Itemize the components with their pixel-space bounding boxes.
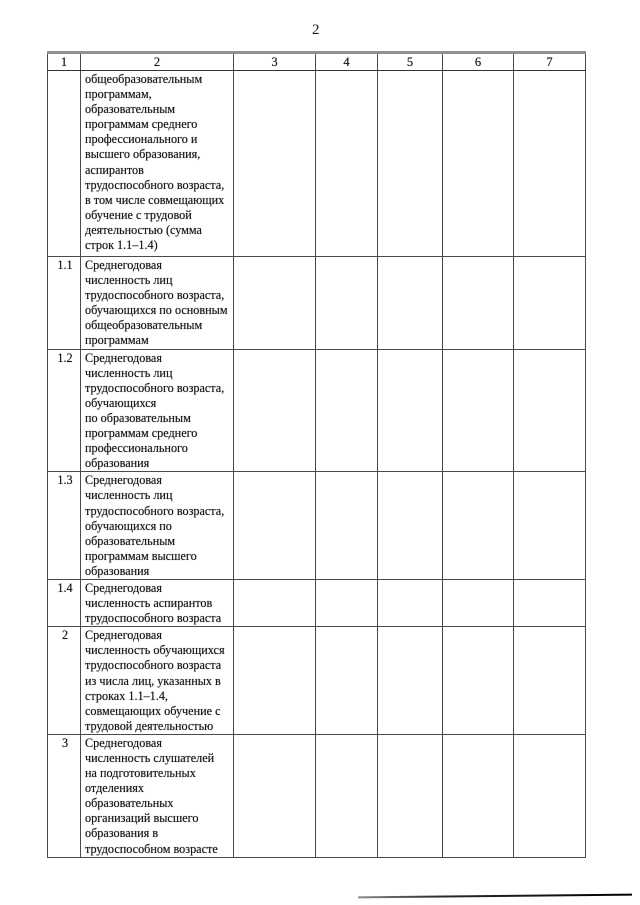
column-header-4: 4 — [315, 52, 378, 71]
table-row: 1.4 Среднегодовая численность аспирантов… — [47, 578, 586, 628]
empty-cell — [233, 348, 316, 473]
page-number: 2 — [312, 22, 320, 38]
empty-cell — [377, 578, 443, 628]
empty-cell — [513, 348, 586, 473]
row-number-cell: 1.4 — [47, 578, 81, 628]
empty-cell — [513, 733, 586, 858]
empty-cell — [442, 733, 514, 858]
table-row: 2 Среднегодовая численность обучающихся … — [47, 626, 586, 735]
empty-cell — [315, 256, 378, 350]
empty-cell — [513, 578, 586, 628]
empty-cell — [315, 471, 378, 580]
empty-cell — [233, 578, 316, 628]
table-row: 1.3 Среднегодовая численность лиц трудос… — [47, 471, 586, 580]
empty-cell — [315, 70, 378, 257]
empty-cell — [377, 256, 443, 350]
empty-cell — [315, 348, 378, 473]
row-description-cell: Среднегодовая численность аспирантов тру… — [80, 578, 234, 628]
column-header-5: 5 — [377, 52, 443, 71]
row-number-cell: 3 — [47, 733, 81, 858]
column-header-7: 7 — [513, 52, 586, 71]
row-description-cell: Среднегодовая численность лиц трудоспосо… — [80, 256, 234, 350]
empty-cell — [377, 70, 443, 257]
column-header-6: 6 — [442, 52, 514, 71]
empty-cell — [513, 70, 586, 257]
table-row: общеобразовательным программам, образова… — [47, 70, 586, 257]
row-number-cell: 1.1 — [47, 256, 81, 350]
empty-cell — [513, 626, 586, 735]
empty-cell — [513, 256, 586, 350]
empty-cell — [377, 471, 443, 580]
column-header-3: 3 — [233, 52, 316, 71]
row-description-cell: Среднегодовая численность слушателей на … — [80, 733, 234, 858]
empty-cell — [377, 348, 443, 473]
empty-cell — [442, 256, 514, 350]
table-row: 1.2 Среднегодовая численность лиц трудос… — [47, 348, 586, 473]
data-table: 1 2 3 4 5 6 7 общеобразовательным програ… — [47, 51, 586, 858]
empty-cell — [442, 471, 514, 580]
row-number-cell — [47, 70, 81, 257]
row-number-cell: 2 — [47, 626, 81, 735]
empty-cell — [442, 70, 514, 257]
table-row: 3 Среднегодовая численность слушателей н… — [47, 733, 586, 858]
column-number-row: 1 2 3 4 5 6 7 — [47, 52, 586, 71]
row-description-cell: Среднегодовая численность лиц трудоспосо… — [80, 348, 234, 473]
empty-cell — [233, 626, 316, 735]
table-row: 1.1 Среднегодовая численность лиц трудос… — [47, 256, 586, 350]
empty-cell — [377, 626, 443, 735]
row-description-cell: Среднегодовая численность обучающихся тр… — [80, 626, 234, 735]
empty-cell — [377, 733, 443, 858]
empty-cell — [442, 578, 514, 628]
column-header-2: 2 — [80, 52, 234, 71]
empty-cell — [315, 733, 378, 858]
empty-cell — [315, 578, 378, 628]
empty-cell — [442, 348, 514, 473]
row-number-cell: 1.3 — [47, 471, 81, 580]
empty-cell — [513, 471, 586, 580]
empty-cell — [233, 733, 316, 858]
row-description-cell: общеобразовательным программам, образова… — [80, 70, 234, 257]
empty-cell — [233, 471, 316, 580]
empty-cell — [233, 256, 316, 350]
empty-cell — [233, 70, 316, 257]
column-header-1: 1 — [47, 52, 81, 71]
footer-rule-line — [357, 893, 633, 899]
empty-cell — [442, 626, 514, 735]
empty-cell — [315, 626, 378, 735]
row-number-cell: 1.2 — [47, 348, 81, 473]
row-description-cell: Среднегодовая численность лиц трудоспосо… — [80, 471, 234, 580]
